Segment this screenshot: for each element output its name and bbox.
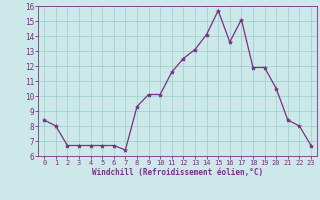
X-axis label: Windchill (Refroidissement éolien,°C): Windchill (Refroidissement éolien,°C) (92, 168, 263, 177)
